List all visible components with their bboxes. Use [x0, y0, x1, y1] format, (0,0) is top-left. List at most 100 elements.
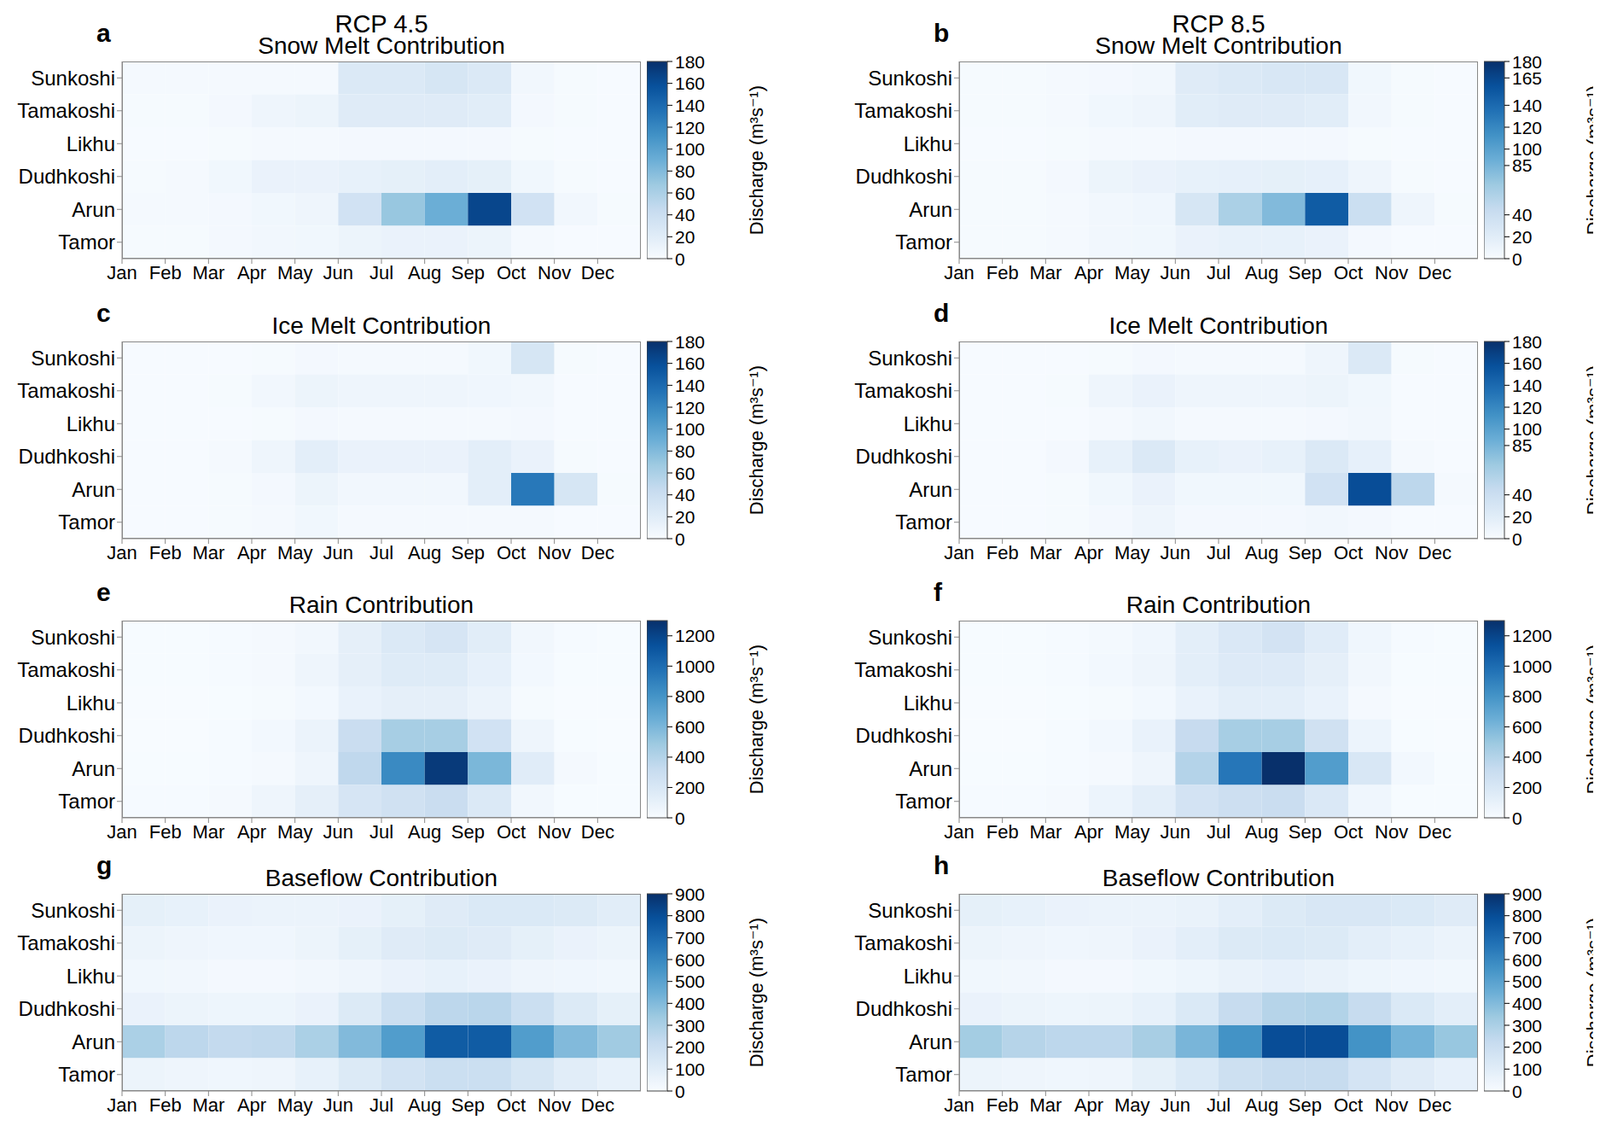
svg-text:Nov: Nov: [1374, 820, 1408, 843]
svg-text:Dudhkoshi: Dudhkoshi: [18, 723, 116, 747]
svg-text:100: 100: [674, 139, 705, 159]
svg-text:300: 300: [1512, 1015, 1542, 1036]
svg-text:120: 120: [1512, 117, 1542, 138]
svg-text:Sep: Sep: [451, 261, 485, 284]
svg-text:20: 20: [1512, 226, 1532, 247]
svg-text:Jan: Jan: [943, 820, 974, 843]
svg-text:180: 180: [674, 331, 705, 352]
svg-text:Jan: Jan: [943, 541, 974, 564]
svg-text:Tamor: Tamor: [58, 1062, 116, 1086]
svg-text:Arun: Arun: [71, 756, 116, 780]
svg-text:Arun: Arun: [908, 1029, 953, 1054]
svg-text:Sep: Sep: [1288, 1093, 1322, 1116]
svg-text:120: 120: [674, 397, 705, 418]
svg-text:Discharge (m³s⁻¹): Discharge (m³s⁻¹): [745, 917, 768, 1067]
svg-text:Nov: Nov: [1374, 1093, 1408, 1116]
svg-text:Apr: Apr: [237, 261, 267, 284]
svg-text:Tamor: Tamor: [895, 510, 953, 534]
svg-text:Dec: Dec: [1418, 541, 1452, 564]
svg-text:Nov: Nov: [537, 820, 571, 843]
svg-text:Sep: Sep: [451, 541, 485, 564]
svg-text:900: 900: [674, 884, 705, 904]
svg-text:Jun: Jun: [1160, 261, 1191, 284]
svg-text:Dudhkoshi: Dudhkoshi: [855, 996, 953, 1020]
svg-text:Feb: Feb: [149, 541, 182, 564]
svg-text:Feb: Feb: [149, 820, 182, 843]
svg-text:May: May: [1114, 820, 1151, 843]
svg-text:Sep: Sep: [1288, 261, 1322, 284]
svg-text:May: May: [1114, 541, 1151, 564]
svg-text:160: 160: [674, 353, 705, 373]
svg-text:Tamor: Tamor: [58, 789, 116, 813]
svg-text:100: 100: [1512, 139, 1542, 159]
svg-text:0: 0: [674, 1081, 686, 1101]
svg-text:Aug: Aug: [1245, 261, 1279, 284]
svg-text:20: 20: [674, 226, 695, 247]
svg-text:Arun: Arun: [908, 756, 953, 780]
svg-text:Tamakoshi: Tamakoshi: [17, 378, 116, 402]
svg-text:Aug: Aug: [1245, 820, 1279, 843]
svg-text:Arun: Arun: [71, 1029, 116, 1054]
svg-text:Jan: Jan: [943, 261, 974, 284]
svg-text:Likhu: Likhu: [903, 691, 953, 715]
svg-text:1200: 1200: [1512, 625, 1553, 646]
svg-text:Mar: Mar: [192, 1093, 225, 1116]
svg-text:Arun: Arun: [908, 477, 953, 501]
svg-text:0: 0: [1512, 808, 1523, 828]
svg-text:Jul: Jul: [369, 541, 394, 564]
svg-text:1000: 1000: [1512, 656, 1553, 676]
svg-text:Likhu: Likhu: [903, 132, 953, 156]
svg-text:Jan: Jan: [943, 1093, 974, 1116]
svg-text:Discharge (m³s⁻¹): Discharge (m³s⁻¹): [745, 365, 768, 515]
svg-text:60: 60: [674, 183, 695, 204]
svg-text:Arun: Arun: [908, 197, 953, 222]
svg-text:Likhu: Likhu: [66, 412, 116, 436]
svg-text:Oct: Oct: [1333, 820, 1363, 843]
svg-text:Sep: Sep: [451, 1093, 485, 1116]
svg-text:Dudhkoshi: Dudhkoshi: [18, 996, 116, 1020]
svg-text:140: 140: [1512, 375, 1542, 396]
svg-text:Dec: Dec: [1418, 261, 1452, 284]
svg-text:Aug: Aug: [407, 541, 442, 564]
svg-text:100: 100: [674, 418, 705, 439]
svg-text:Dudhkoshi: Dudhkoshi: [855, 164, 953, 188]
svg-text:Nov: Nov: [537, 1093, 571, 1116]
svg-text:100: 100: [674, 1058, 705, 1079]
svg-text:Mar: Mar: [1029, 541, 1062, 564]
svg-text:May: May: [1114, 261, 1151, 284]
svg-text:Jun: Jun: [1160, 541, 1191, 564]
svg-text:Jun: Jun: [1160, 820, 1191, 843]
svg-text:60: 60: [674, 463, 695, 483]
svg-text:180: 180: [1512, 52, 1542, 72]
svg-text:0: 0: [674, 808, 686, 828]
svg-text:Feb: Feb: [986, 820, 1019, 843]
svg-text:Jun: Jun: [323, 541, 354, 564]
svg-text:Dec: Dec: [581, 541, 615, 564]
svg-text:Tamakoshi: Tamakoshi: [854, 930, 953, 955]
svg-text:40: 40: [1512, 204, 1532, 225]
svg-text:500: 500: [1512, 971, 1542, 991]
svg-text:Sunkoshi: Sunkoshi: [867, 898, 953, 922]
svg-text:Arun: Arun: [71, 197, 116, 222]
svg-text:May: May: [277, 261, 314, 284]
svg-text:Likhu: Likhu: [66, 964, 116, 988]
svg-text:Likhu: Likhu: [903, 964, 953, 988]
svg-text:Oct: Oct: [496, 820, 526, 843]
svg-text:200: 200: [674, 777, 705, 798]
svg-text:Oct: Oct: [496, 541, 526, 564]
svg-text:Dudhkoshi: Dudhkoshi: [18, 164, 116, 188]
svg-text:Oct: Oct: [496, 261, 526, 284]
svg-text:Jan: Jan: [106, 541, 137, 564]
svg-text:Mar: Mar: [1029, 261, 1062, 284]
svg-text:Apr: Apr: [237, 1093, 267, 1116]
svg-text:Sep: Sep: [451, 820, 485, 843]
svg-text:Tamor: Tamor: [895, 230, 953, 254]
svg-text:80: 80: [674, 161, 695, 181]
svg-text:Oct: Oct: [1333, 1093, 1363, 1116]
svg-text:May: May: [277, 1093, 314, 1116]
svg-text:600: 600: [1512, 949, 1542, 970]
svg-text:Nov: Nov: [537, 541, 571, 564]
svg-text:1000: 1000: [674, 656, 716, 676]
svg-text:400: 400: [1512, 993, 1542, 1013]
svg-text:Jun: Jun: [1160, 1093, 1191, 1116]
